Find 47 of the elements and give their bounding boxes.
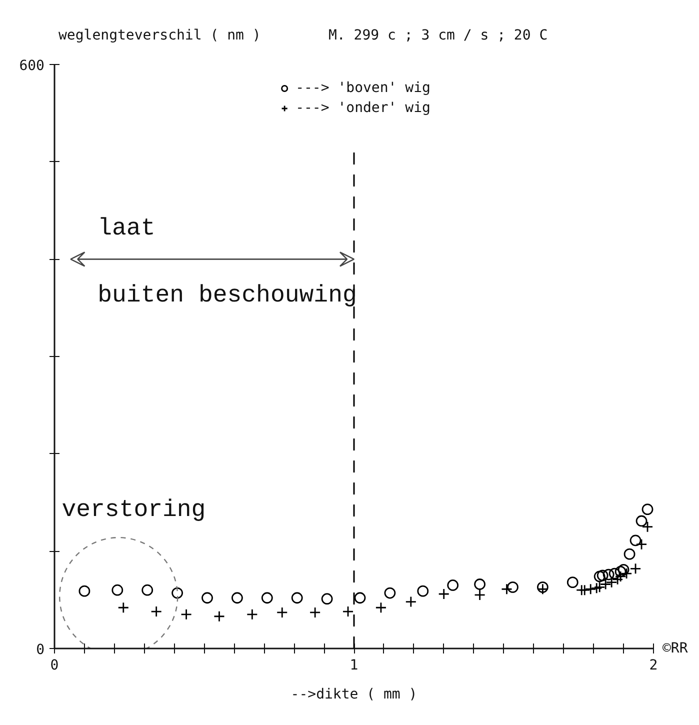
point [291, 592, 303, 604]
point [172, 587, 183, 599]
point [417, 585, 429, 597]
point [507, 581, 518, 593]
point [474, 578, 486, 590]
x-tick-label: 2 [649, 658, 658, 674]
point [447, 580, 459, 591]
point [596, 570, 608, 582]
annotation: verstoring [62, 497, 206, 524]
point [630, 534, 642, 546]
point [309, 606, 321, 618]
point [321, 593, 333, 605]
point [618, 564, 630, 576]
point [112, 584, 124, 596]
point [150, 606, 162, 618]
x-tick-label: 0 [50, 658, 59, 674]
y-tick-label: 600 [19, 58, 45, 74]
point [384, 587, 396, 599]
x-axis-title: -->dikte ( mm ) [290, 686, 418, 702]
annotation: buiten beschouwing [98, 282, 357, 310]
point [231, 592, 243, 604]
point [375, 602, 387, 614]
point [438, 588, 450, 600]
point [642, 504, 654, 516]
point [142, 584, 154, 596]
point [246, 608, 258, 620]
point [354, 592, 366, 604]
point [566, 576, 578, 588]
point [118, 602, 130, 614]
text: ©RR [662, 640, 688, 656]
legend-label: ---> 'onder' wig [296, 100, 430, 116]
chart-title: M. 299 c ; 3 cm / s ; 20 C [328, 28, 548, 44]
point [594, 570, 606, 582]
x-tick-label: 1 [350, 658, 358, 674]
point [602, 568, 614, 580]
legend-label: ---> 'boven' wig [296, 80, 430, 96]
point [624, 548, 636, 560]
annotation: laat [98, 216, 156, 243]
point [342, 606, 354, 618]
point [261, 592, 273, 604]
point [636, 515, 648, 527]
point [78, 585, 90, 597]
point [614, 566, 626, 578]
y-axis-title: weglengteverschil ( nm ) [58, 28, 261, 44]
point [608, 568, 620, 580]
point [202, 592, 213, 604]
point [276, 606, 288, 618]
